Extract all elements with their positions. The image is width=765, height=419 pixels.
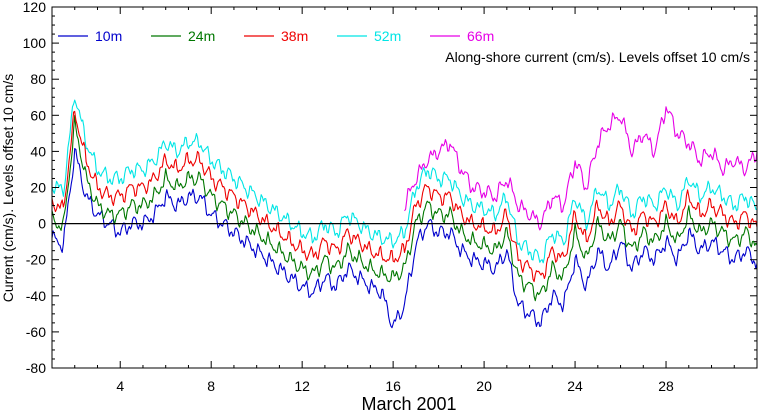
- legend-label-24m: 24m: [188, 28, 215, 44]
- x-tick-label: 28: [658, 378, 674, 394]
- y-tick-label: 0: [38, 216, 46, 232]
- series-line-10m: [51, 148, 758, 329]
- y-tick-label: 100: [23, 35, 47, 51]
- axes-layer: -80 -60 -40 -20 0 20 40 60 80 100 120 4 8 12 16 20 24 28: [23, 0, 758, 394]
- x-tick-label: 4: [116, 378, 124, 394]
- series-line-52m: [51, 99, 758, 264]
- series-line-66m: [404, 106, 758, 231]
- series-layer: [51, 99, 758, 329]
- x-tick-label: 24: [567, 378, 583, 394]
- series-line-38m: [51, 110, 758, 283]
- y-tick-label: 40: [30, 143, 46, 159]
- y-tick-label: -80: [26, 360, 46, 376]
- y-tick-label: 120: [23, 0, 47, 15]
- x-tick-label: 16: [385, 378, 401, 394]
- chart-annotation: Along-shore current (cm/s). Levels offse…: [445, 49, 750, 65]
- x-tick-label: 8: [207, 378, 215, 394]
- legend-label-10m: 10m: [95, 28, 122, 44]
- y-tick-label: 20: [30, 180, 46, 196]
- y-tick-label: -20: [26, 252, 46, 268]
- y-tick-label: 60: [30, 107, 46, 123]
- series-line-24m: [51, 114, 758, 302]
- y-tick-label: -40: [26, 288, 46, 304]
- legend-label-52m: 52m: [374, 28, 401, 44]
- y-axis-label: Current (cm/s). Levels offset 10 cm/s: [0, 74, 16, 302]
- x-tick-label: 12: [294, 378, 310, 394]
- y-tick-label: -60: [26, 324, 46, 340]
- x-axis-label: March 2001: [361, 394, 456, 414]
- legend-label-66m: 66m: [467, 28, 494, 44]
- legend: 10m 24m 38m 52m 66m: [58, 28, 494, 44]
- legend-label-38m: 38m: [281, 28, 308, 44]
- x-tick-label: 20: [476, 378, 492, 394]
- y-tick-label: 80: [30, 71, 46, 87]
